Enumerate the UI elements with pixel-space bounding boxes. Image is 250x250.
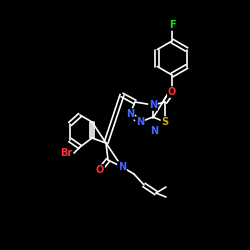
Text: S: S	[162, 117, 168, 127]
Text: N: N	[118, 162, 126, 172]
Text: N: N	[136, 117, 144, 127]
Text: Br: Br	[60, 148, 72, 158]
Text: O: O	[96, 165, 104, 175]
Text: N: N	[149, 100, 157, 110]
Text: O: O	[168, 87, 176, 97]
Text: N: N	[150, 126, 158, 136]
Text: F: F	[169, 20, 175, 30]
Text: N: N	[126, 109, 134, 119]
